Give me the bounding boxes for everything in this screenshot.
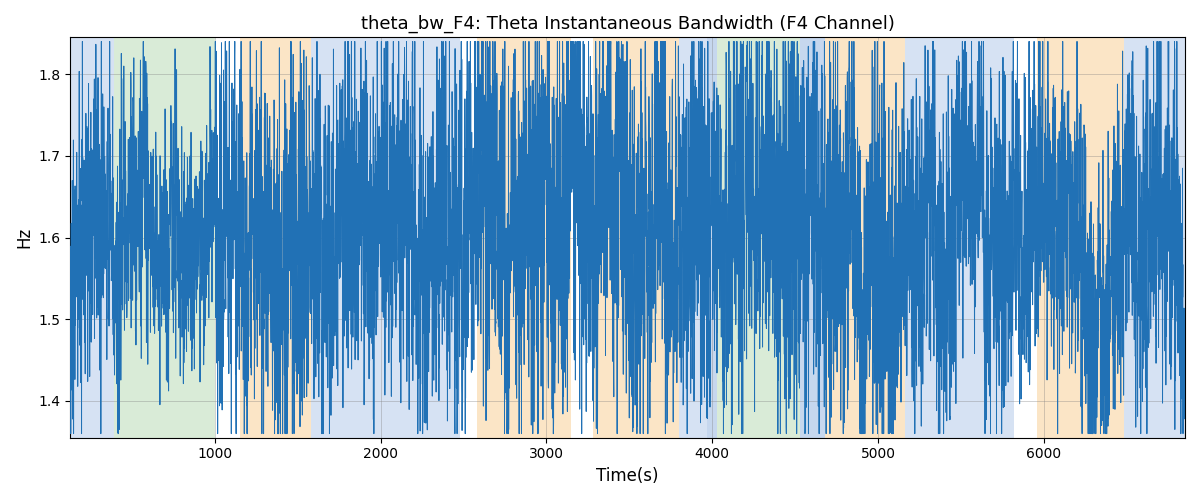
Y-axis label: Hz: Hz [14, 227, 32, 248]
Title: theta_bw_F4: Theta Instantaneous Bandwidth (F4 Channel): theta_bw_F4: Theta Instantaneous Bandwid… [361, 15, 895, 34]
Bar [826, 38, 905, 438]
Bar [707, 38, 718, 438]
Bar [114, 38, 215, 438]
Bar [1123, 38, 1186, 438]
Bar [571, 38, 593, 438]
X-axis label: Time(s): Time(s) [596, 467, 659, 485]
Bar [215, 38, 240, 438]
Bar [905, 38, 1014, 438]
Bar [476, 38, 571, 438]
Bar [71, 38, 114, 438]
Bar [593, 38, 679, 438]
Bar [460, 38, 476, 438]
Bar [1037, 38, 1123, 438]
Bar [311, 38, 460, 438]
Bar [240, 38, 311, 438]
Bar [800, 38, 826, 438]
Bar [679, 38, 707, 438]
Bar [718, 38, 800, 438]
Bar [1014, 38, 1037, 438]
